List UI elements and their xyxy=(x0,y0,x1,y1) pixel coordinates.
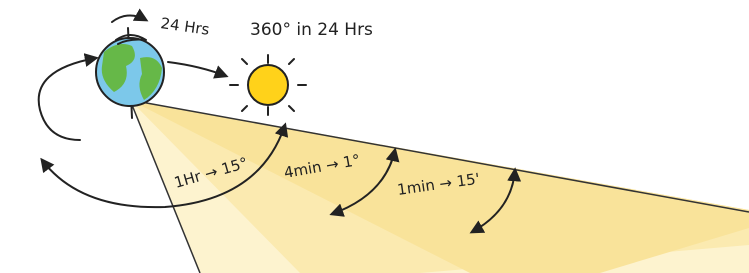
sun xyxy=(230,55,306,115)
rotation-label: 24 Hrs xyxy=(159,14,210,39)
arrow xyxy=(168,62,226,76)
earth xyxy=(96,15,164,118)
diagram: 24 Hrs 360° in 24 Hrs 1Hr → 15° 4min → 1… xyxy=(0,0,749,273)
orbit-arrow xyxy=(39,58,96,140)
sun-caption: 360° in 24 Hrs xyxy=(250,20,373,40)
